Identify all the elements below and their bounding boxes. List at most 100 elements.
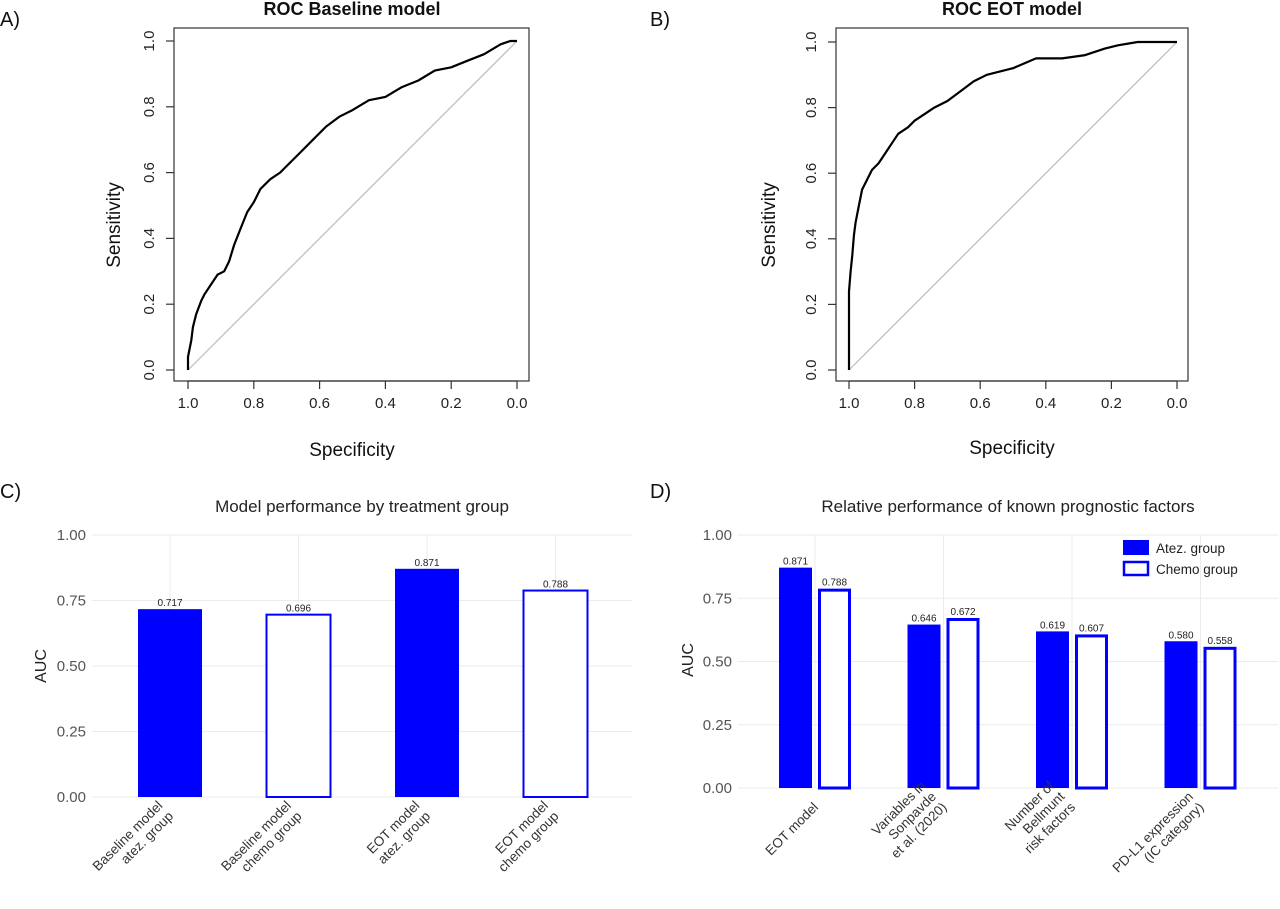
x-tick-label: 0.0 [1167,395,1188,412]
bar-chart-treatment-group: Model performance by treatment group AUC… [33,497,632,884]
bar-chemo [1075,634,1108,790]
y-axis-label: Sensitivity [104,182,125,268]
x-category-label: EOT model [762,800,821,859]
legend-swatch-atez [1123,540,1149,555]
x-tick-label: 1.0 [839,395,860,412]
plot-frame [835,27,1189,382]
panel-label-d: D) [650,481,671,503]
legend-label-chemo: Chemo group [1156,562,1238,577]
bar-value-label: 0.788 [543,580,568,591]
y-tick-label: 0.50 [57,658,86,675]
y-axis-label: AUC [33,649,50,683]
chart-title: ROC Baseline model [263,0,440,19]
bar-atez [907,624,941,788]
x-axis-label: Specificity [969,438,1055,459]
y-tick-label: 1.00 [703,527,732,544]
x-tick-label: 0.2 [441,395,462,412]
diagonal-reference-line [187,40,518,371]
y-tick-label: 0.25 [57,724,86,741]
roc-plot-area: 1.0 0.8 0.6 0.4 0.2 0.0 0.0 0.2 0.4 0.6 0.8 1.0 [803,27,1189,412]
y-tick-label: 1.0 [803,32,820,53]
roc-chart-baseline: ROC Baseline model Specificity Sensitivi… [104,0,530,461]
y-tick-label: 1.0 [141,31,158,52]
x-axis-label: Specificity [309,440,395,461]
y-tick-label: 0.25 [703,717,732,734]
y-tick-label: 0.00 [703,780,732,797]
x-category-label: EOT modelchemo group [485,798,562,875]
x-tick-label: 0.4 [375,395,396,412]
x-category-label: Baseline modelchemo group [218,798,304,884]
bar-plot-area: 0.00 0.25 0.50 0.75 1.00 0.717 Baseline modela… [57,527,632,884]
bar-chemo [265,613,332,799]
x-tick-label: 0.4 [1035,395,1056,412]
panel-label-c: C) [0,481,21,503]
bar-atez [779,567,812,788]
plot-frame [173,27,530,382]
bar-value-label: 0.619 [1040,620,1065,631]
bar-chemo [946,617,980,790]
diagonal-reference-line [848,41,1178,371]
y-tick-label: 0.8 [141,96,158,117]
x-tick-label: 0.0 [507,395,528,412]
panel-label-a: A) [0,9,20,31]
x-tick-label: 0.2 [1101,395,1122,412]
x-category-label: Baseline modelatez. group [90,798,176,884]
x-category-label: EOT modelatez. group [364,798,433,867]
bar-atez [395,568,459,797]
y-tick-label: 0.2 [141,294,158,315]
x-category-label: Variables inSonpavdeet al. (2020) [867,778,950,861]
bar-chart-prognostic-factors: Relative performance of known prognostic… [680,497,1278,886]
chart-title: Model performance by treatment group [215,497,509,516]
bar-atez [1164,641,1198,788]
bar-value-label: 0.871 [783,557,808,568]
y-axis-label: AUC [680,643,697,677]
y-tick-label: 0.4 [803,228,820,249]
chart-title: ROC EOT model [942,0,1082,19]
bar-chemo [522,589,589,798]
bar-value-label: 0.788 [822,578,847,589]
y-axis-label: Sensitivity [759,182,780,268]
y-tick-label: 0.00 [57,789,86,806]
y-tick-label: 0.75 [703,590,732,607]
roc-curve [186,39,517,370]
y-tick-label: 0.0 [141,360,158,381]
x-tick-label: 1.0 [178,395,199,412]
y-tick-label: 0.8 [803,97,820,118]
x-tick-label: 0.6 [309,395,330,412]
bar-value-label: 0.696 [286,604,311,615]
y-tick-label: 0.0 [803,360,820,381]
bar-chemo [818,588,851,790]
y-tick-label: 0.6 [141,162,158,183]
bar-value-label: 0.558 [1207,636,1232,647]
legend-swatch-chemo [1122,560,1150,577]
y-tick-label: 0.75 [57,593,86,610]
x-tick-label: 0.6 [970,395,991,412]
bar-value-label: 0.717 [157,598,182,609]
bar-value-label: 0.646 [911,614,936,625]
panel-label-b: B) [650,9,670,31]
x-category-label: PD-L1 expression(IC category) [1110,789,1207,886]
bar-value-label: 0.672 [950,607,975,618]
bar-atez [138,609,202,797]
y-tick-label: 0.6 [803,163,820,184]
chart-title: Relative performance of known prognostic… [821,497,1194,516]
roc-chart-eot: ROC EOT model Specificity Sensitivity 1.… [759,0,1189,459]
roc-plot-area: 1.0 0.8 0.6 0.4 0.2 0.0 0.0 0.2 0.4 0.6 0.8 1.0 [141,27,530,412]
bar-value-label: 0.580 [1168,630,1193,641]
x-category-label: Number ofBellmuntrisk factors [1000,778,1078,856]
y-tick-label: 1.00 [57,527,86,544]
roc-curve [847,40,1177,370]
legend: Atez. group Chemo group [1122,540,1238,577]
bar-chemo [1203,646,1237,790]
x-tick-label: 0.8 [904,395,925,412]
x-tick-label: 0.8 [243,395,264,412]
legend-label-atez: Atez. group [1156,541,1225,556]
bar-plot-area: 0.00 0.25 0.50 0.75 1.00 0.871 0.788 EOT model 0… [703,527,1278,886]
bar-atez [1036,631,1069,788]
y-tick-label: 0.50 [703,654,732,671]
bar-value-label: 0.871 [414,558,439,569]
y-tick-label: 0.2 [803,294,820,315]
y-tick-label: 0.4 [141,228,158,249]
bar-value-label: 0.607 [1079,623,1104,634]
